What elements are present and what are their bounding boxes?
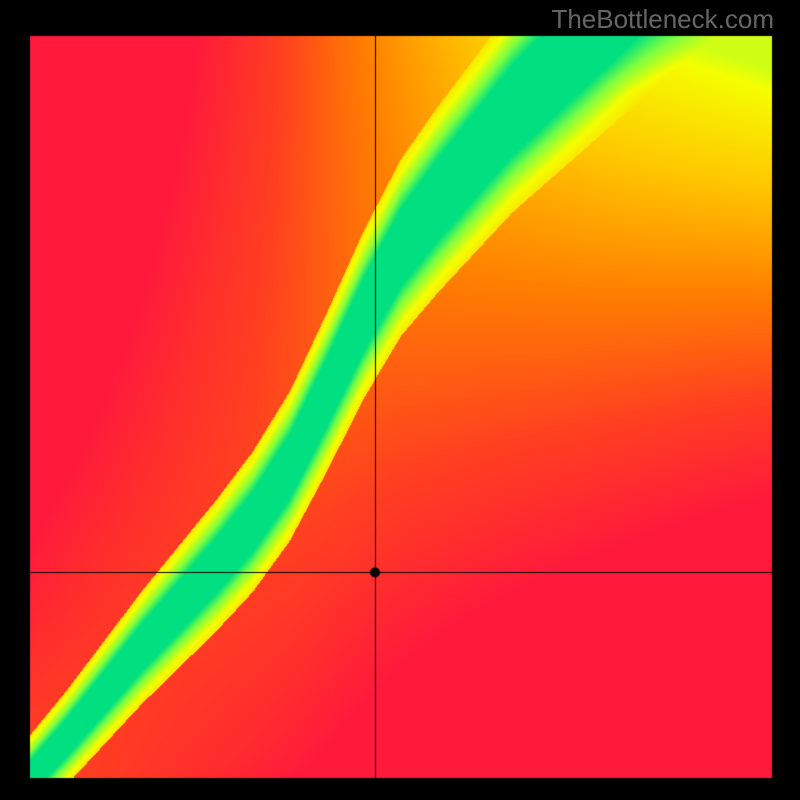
watermark-text: TheBottleneck.com bbox=[551, 4, 774, 35]
chart-container: TheBottleneck.com bbox=[0, 0, 800, 800]
bottleneck-heatmap-canvas bbox=[0, 0, 800, 800]
